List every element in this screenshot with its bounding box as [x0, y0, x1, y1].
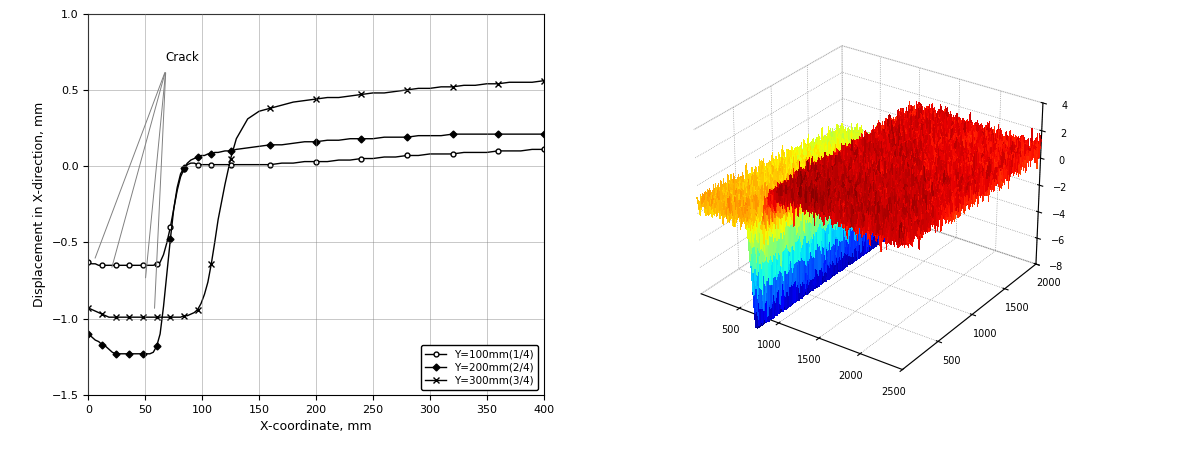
- Y=200mm(2/4): [98, 343, 112, 349]
- Line: Y=200mm(2/4): Y=200mm(2/4): [86, 132, 546, 356]
- Y=300mm(3/4): [160, 315, 174, 320]
- Y=300mm(3/4): [101, 315, 116, 320]
- Y=300mm(3/4): [81, 305, 95, 311]
- Y=300mm(3/4): [536, 78, 551, 84]
- Y=100mm(1/4): [101, 262, 116, 268]
- Y=200mm(2/4): [536, 131, 551, 137]
- Y=300mm(3/4): [98, 313, 112, 318]
- Y=100mm(1/4): [365, 156, 380, 161]
- Y=100mm(1/4): [224, 162, 238, 168]
- Text: Crack: Crack: [166, 51, 199, 64]
- Y=200mm(2/4): [108, 351, 123, 356]
- Y=200mm(2/4): [446, 131, 460, 137]
- Y=200mm(2/4): [81, 331, 95, 337]
- Y=200mm(2/4): [123, 351, 137, 356]
- Y=200mm(2/4): [365, 136, 380, 142]
- Y=100mm(1/4): [81, 260, 95, 265]
- Y=100mm(1/4): [130, 262, 144, 268]
- Y=100mm(1/4): [536, 147, 551, 152]
- Line: Y=300mm(3/4): Y=300mm(3/4): [85, 78, 547, 321]
- X-axis label: X-coordinate, mm: X-coordinate, mm: [261, 420, 371, 433]
- Y=200mm(2/4): [130, 351, 144, 356]
- Y=100mm(1/4): [525, 147, 539, 152]
- Y=300mm(3/4): [163, 315, 177, 320]
- Y=100mm(1/4): [92, 262, 106, 268]
- Y=300mm(3/4): [224, 156, 238, 161]
- Y=100mm(1/4): [123, 262, 137, 268]
- Legend: Y=100mm(1/4), Y=200mm(2/4), Y=300mm(3/4): Y=100mm(1/4), Y=200mm(2/4), Y=300mm(3/4): [421, 345, 539, 390]
- Y-axis label: Displacement in X-direction, mm: Displacement in X-direction, mm: [33, 102, 46, 307]
- Line: Y=100mm(1/4): Y=100mm(1/4): [86, 147, 546, 268]
- Y=100mm(1/4): [514, 148, 528, 153]
- Y=200mm(2/4): [525, 131, 539, 137]
- Y=300mm(3/4): [525, 79, 539, 85]
- Y=300mm(3/4): [130, 315, 144, 320]
- Y=200mm(2/4): [224, 148, 238, 153]
